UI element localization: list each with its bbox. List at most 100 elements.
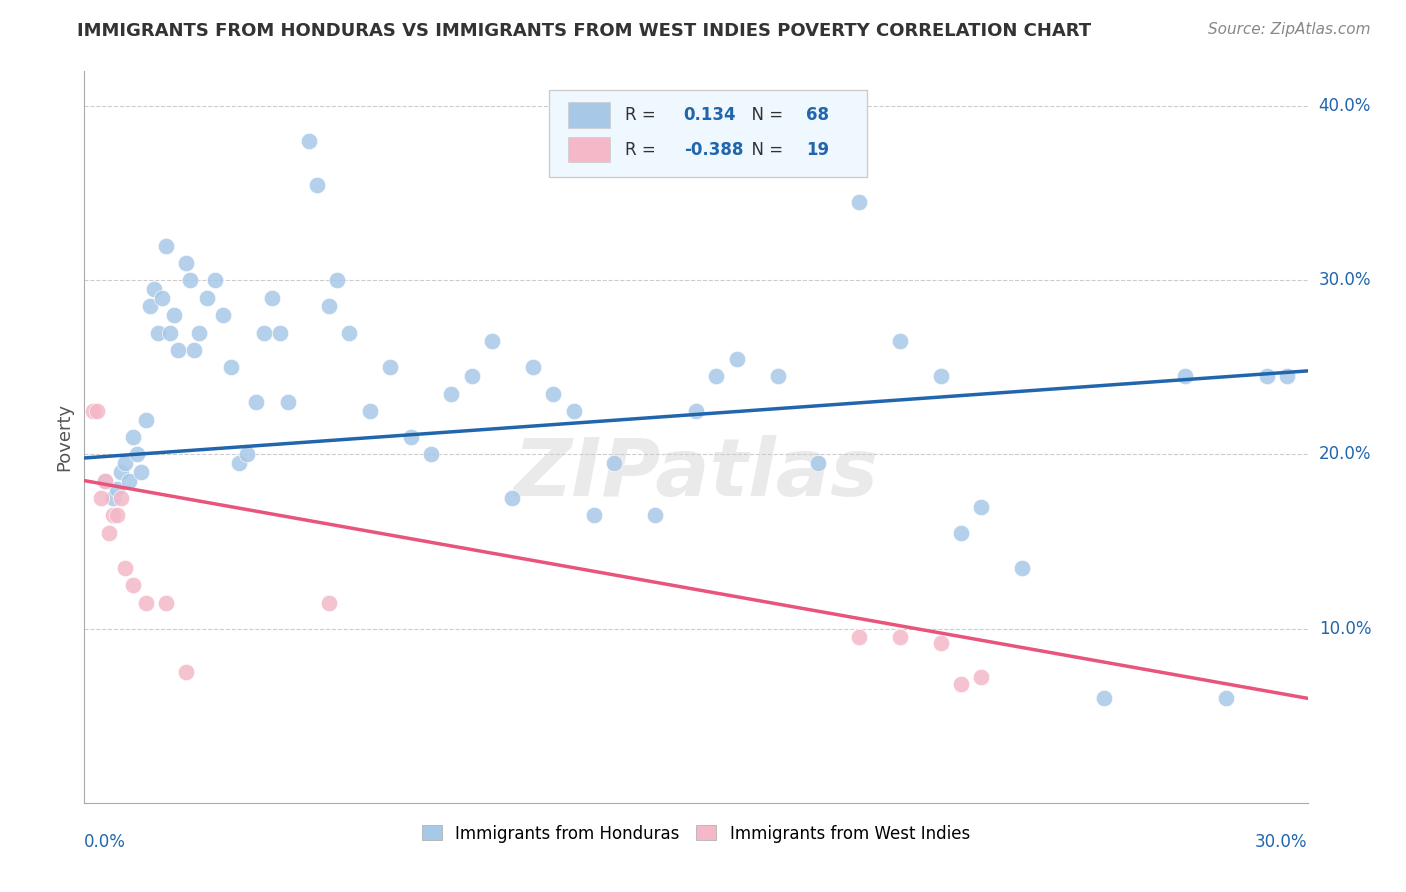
Text: 0.0%: 0.0% — [84, 833, 127, 851]
Point — [163, 308, 186, 322]
Point — [889, 631, 911, 645]
Point — [543, 386, 565, 401]
Point — [1092, 691, 1115, 706]
Point — [848, 631, 870, 645]
Point — [90, 491, 112, 505]
Y-axis label: Poverty: Poverty — [55, 403, 73, 471]
Point — [93, 474, 115, 488]
Point — [131, 465, 153, 479]
Point — [97, 525, 120, 540]
Point — [105, 508, 128, 523]
Point — [380, 360, 402, 375]
Point — [101, 491, 124, 505]
Point — [305, 178, 328, 192]
Point — [848, 194, 870, 209]
Text: 0.134: 0.134 — [683, 106, 737, 124]
Point — [603, 456, 626, 470]
Point — [93, 474, 115, 488]
Point — [110, 491, 132, 505]
Text: -0.388: -0.388 — [683, 141, 744, 159]
Point — [399, 430, 422, 444]
Point — [245, 395, 267, 409]
Point — [101, 508, 124, 523]
Point — [725, 351, 748, 366]
Point — [318, 595, 340, 609]
Point — [481, 334, 503, 349]
Point — [1277, 369, 1299, 384]
Point — [127, 448, 149, 462]
Point — [420, 448, 443, 462]
Text: IMMIGRANTS FROM HONDURAS VS IMMIGRANTS FROM WEST INDIES POVERTY CORRELATION CHAR: IMMIGRANTS FROM HONDURAS VS IMMIGRANTS F… — [77, 22, 1091, 40]
Point — [359, 404, 381, 418]
Point — [150, 291, 173, 305]
Point — [142, 282, 165, 296]
Point — [929, 635, 952, 649]
Point — [114, 560, 136, 574]
Point — [685, 404, 707, 418]
Text: R =: R = — [626, 141, 661, 159]
Point — [889, 334, 911, 349]
Point — [583, 508, 606, 523]
Text: Source: ZipAtlas.com: Source: ZipAtlas.com — [1208, 22, 1371, 37]
Text: 10.0%: 10.0% — [1319, 620, 1371, 638]
Point — [950, 677, 973, 691]
Point — [236, 448, 259, 462]
Point — [929, 369, 952, 384]
Point — [86, 404, 108, 418]
Point — [502, 491, 524, 505]
Point — [326, 273, 349, 287]
Point — [155, 595, 177, 609]
Text: N =: N = — [741, 106, 789, 124]
Bar — [568, 103, 610, 128]
Point — [122, 430, 145, 444]
Point — [277, 395, 299, 409]
Point — [440, 386, 463, 401]
Point — [155, 238, 177, 252]
Point — [339, 326, 361, 340]
Point — [522, 360, 544, 375]
Point — [135, 412, 157, 426]
Point — [807, 456, 830, 470]
Point — [187, 326, 209, 340]
Point — [562, 404, 585, 418]
Point — [212, 308, 235, 322]
Point — [461, 369, 484, 384]
Point — [174, 256, 197, 270]
Text: 30.0%: 30.0% — [1319, 271, 1371, 289]
Text: 30.0%: 30.0% — [1256, 833, 1308, 851]
Point — [269, 326, 291, 340]
Text: R =: R = — [626, 106, 661, 124]
Point — [118, 474, 141, 488]
Point — [82, 404, 104, 418]
Point — [167, 343, 190, 357]
Text: 68: 68 — [806, 106, 830, 124]
Bar — [568, 136, 610, 162]
Point — [146, 326, 169, 340]
Point — [1256, 369, 1278, 384]
Point — [219, 360, 242, 375]
Point — [260, 291, 283, 305]
Point — [1174, 369, 1197, 384]
Point — [253, 326, 276, 340]
Point — [183, 343, 205, 357]
Text: ZIPatlas: ZIPatlas — [513, 434, 879, 513]
Point — [138, 300, 160, 314]
Point — [204, 273, 226, 287]
Point — [105, 483, 128, 497]
Point — [1011, 560, 1033, 574]
Text: N =: N = — [741, 141, 789, 159]
Point — [970, 500, 993, 514]
Point — [110, 465, 132, 479]
Point — [706, 369, 728, 384]
Point — [318, 300, 340, 314]
Point — [766, 369, 789, 384]
Text: 20.0%: 20.0% — [1319, 445, 1371, 464]
Point — [298, 134, 321, 148]
Point — [179, 273, 201, 287]
Point — [114, 456, 136, 470]
Point — [228, 456, 250, 470]
FancyBboxPatch shape — [550, 90, 868, 178]
Point — [644, 508, 666, 523]
Point — [195, 291, 218, 305]
Point — [135, 595, 157, 609]
